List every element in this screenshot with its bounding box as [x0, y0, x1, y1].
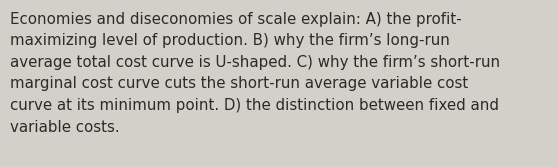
Text: Economies and diseconomies of scale explain: A) the profit-
maximizing level of : Economies and diseconomies of scale expl…	[10, 12, 500, 135]
